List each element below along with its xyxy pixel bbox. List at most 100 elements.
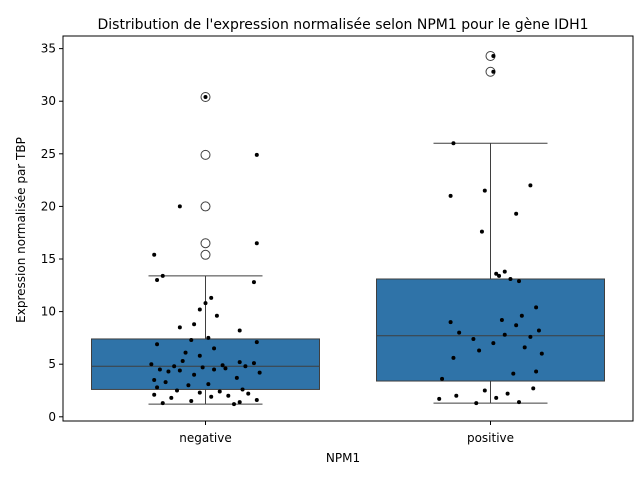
data-point	[531, 386, 536, 391]
data-point	[534, 369, 539, 374]
x-axis: negative positive	[179, 421, 514, 445]
outlier-point	[200, 92, 211, 103]
data-point	[206, 335, 211, 340]
data-point	[197, 353, 202, 358]
data-point	[522, 345, 527, 350]
x-tick-label: negative	[179, 431, 231, 445]
data-point	[237, 328, 242, 333]
data-point	[482, 388, 487, 393]
data-point	[254, 241, 259, 246]
y-tick-label: 10	[41, 305, 56, 319]
data-point	[240, 387, 245, 392]
data-point	[491, 53, 496, 58]
data-point	[499, 318, 504, 323]
box-iqr	[91, 338, 320, 390]
data-point	[152, 377, 157, 382]
data-point	[254, 397, 259, 402]
data-point	[474, 401, 479, 406]
x-axis-label: NPM1	[326, 451, 360, 465]
data-point	[477, 348, 482, 353]
data-point	[517, 279, 521, 284]
data-point	[166, 369, 171, 374]
data-point	[254, 340, 259, 345]
data-point	[160, 273, 165, 278]
y-tick-label: 15	[41, 252, 56, 266]
data-point	[186, 383, 191, 388]
data-point	[203, 95, 208, 100]
data-point	[517, 400, 521, 405]
data-point	[169, 395, 174, 400]
data-point	[234, 375, 239, 380]
strip-positive	[437, 53, 544, 406]
data-point	[197, 307, 202, 312]
chart-title: Distribution de l'expression normalisée …	[98, 17, 589, 33]
data-point	[454, 393, 459, 398]
data-point	[177, 368, 182, 373]
data-point	[448, 320, 453, 325]
outlier-point	[200, 238, 211, 249]
x-tick-label: positive	[467, 431, 514, 445]
data-point	[232, 402, 236, 407]
data-point	[200, 365, 205, 370]
data-point	[237, 360, 242, 365]
data-point	[497, 273, 502, 278]
data-point	[175, 388, 179, 393]
data-point	[514, 211, 519, 216]
data-point	[180, 359, 185, 364]
data-point	[448, 193, 453, 198]
data-point	[482, 188, 487, 193]
data-point	[502, 269, 507, 274]
data-point	[471, 336, 476, 341]
data-point	[251, 361, 256, 366]
y-tick-label: 30	[41, 94, 56, 108]
y-axis: 0 5 10 15 20 25 30 35	[41, 42, 63, 424]
data-point	[157, 367, 162, 372]
data-point	[149, 362, 154, 367]
data-point	[152, 392, 157, 397]
data-point	[257, 370, 262, 375]
box-negative	[91, 92, 320, 405]
data-point	[192, 322, 197, 327]
data-point	[177, 325, 182, 330]
outlier-point	[200, 149, 211, 160]
data-point	[237, 400, 242, 405]
plot-area	[91, 50, 605, 407]
data-point	[163, 380, 168, 385]
data-point	[528, 334, 533, 339]
data-point	[479, 229, 484, 234]
data-point	[491, 341, 496, 346]
y-tick-label: 35	[41, 42, 56, 56]
outlier-point	[200, 201, 211, 212]
y-axis-label: Expression normalisée par TBP	[14, 137, 28, 323]
data-point	[539, 351, 544, 356]
data-point	[172, 364, 177, 369]
data-point	[217, 389, 222, 394]
y-tick-label: 5	[48, 357, 56, 371]
data-point	[508, 276, 513, 281]
data-point	[212, 346, 217, 351]
data-point	[536, 328, 541, 333]
data-point	[451, 355, 456, 360]
box-positive	[376, 50, 605, 404]
data-point	[155, 278, 160, 283]
data-point	[494, 395, 499, 400]
plot-frame	[62, 35, 634, 422]
data-point	[212, 367, 217, 372]
data-point	[189, 399, 194, 404]
data-point	[519, 313, 524, 318]
data-point	[502, 332, 507, 337]
data-point	[534, 305, 539, 310]
data-point	[491, 69, 496, 74]
data-point	[246, 391, 251, 396]
data-point	[511, 371, 516, 376]
y-tick-label: 25	[41, 147, 56, 161]
data-point	[197, 390, 202, 395]
data-point	[209, 394, 214, 399]
strip-negative	[149, 95, 262, 407]
data-point	[152, 252, 157, 257]
data-point	[192, 372, 197, 377]
data-point	[254, 152, 259, 157]
data-point	[160, 401, 165, 406]
data-point	[209, 295, 214, 300]
